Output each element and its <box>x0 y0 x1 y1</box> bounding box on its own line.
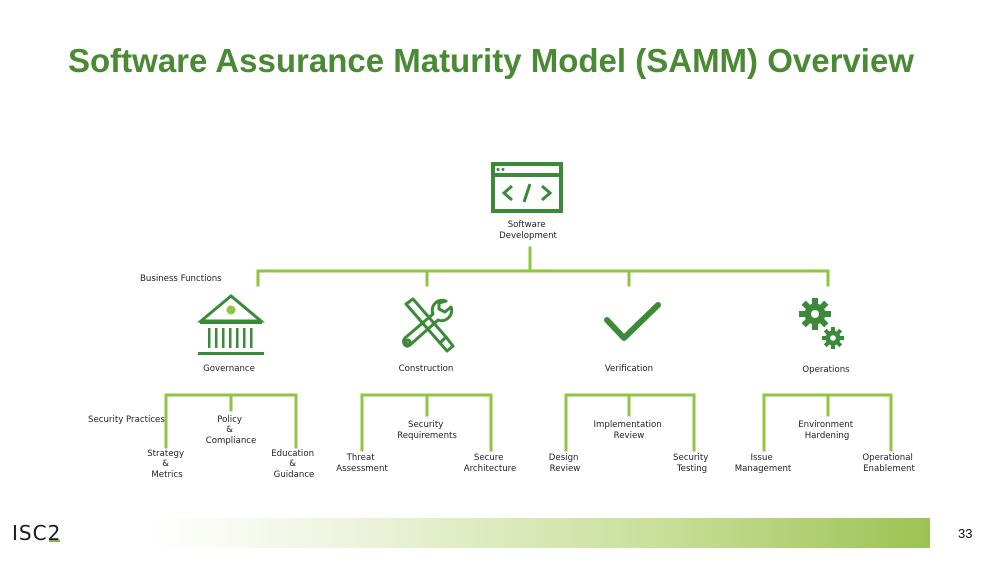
practice-label-line: Guidance <box>274 470 315 480</box>
practice-implementation-review: Implementation Review <box>594 420 665 441</box>
wrench-screwdriver-icon <box>402 297 455 353</box>
gears-icon <box>799 298 844 349</box>
function-label-verification: Verification <box>605 364 653 374</box>
checkmark-icon <box>604 302 661 341</box>
practice-label-line: Security <box>408 420 443 430</box>
bank-building-icon <box>196 294 266 355</box>
practice-strategy-metrics: Strategy & Metrics <box>147 449 187 480</box>
practice-label-line: Review <box>614 431 645 441</box>
function-label-operations: Operations <box>802 365 850 375</box>
practice-label-line: Compliance <box>206 436 257 446</box>
page-title: Software Assurance Maturity Model (SAMM)… <box>68 42 914 79</box>
practice-label-line: Testing <box>676 464 707 474</box>
practice-education-guidance: Education & Guidance <box>271 449 317 480</box>
practice-operational-enablement: Operational Enablement <box>862 453 915 474</box>
logo-text-number: 2 <box>47 521 62 545</box>
practice-label-line: Design <box>549 453 579 463</box>
root-label: Software Development <box>499 220 557 241</box>
business-functions-label: Business Functions <box>140 274 222 284</box>
practice-label-line: Threat <box>346 453 376 463</box>
function-label-construction: Construction <box>399 364 454 374</box>
isc2-logo: ISC2 <box>12 521 61 545</box>
practice-label-line: Operational <box>862 453 912 463</box>
diagram-labels: Software Development Business Functions … <box>88 220 916 480</box>
practice-design-review: Design Review <box>549 453 581 474</box>
page-number: 33 <box>958 526 973 541</box>
practice-label-line: Education <box>271 449 314 459</box>
practice-label-line: Architecture <box>464 464 517 474</box>
practice-label-line: Requirements <box>397 431 457 441</box>
practice-label-line: Environment <box>798 420 854 430</box>
root-label-line: Development <box>499 231 557 241</box>
practice-label-line: & <box>226 425 233 435</box>
code-window-icon <box>491 162 563 213</box>
practice-label-line: Issue <box>751 453 773 463</box>
logo-text: ISC <box>12 521 48 545</box>
practice-label-line: Hardening <box>805 431 850 441</box>
connector-lines <box>164 246 893 452</box>
practice-label-line: Policy <box>217 415 242 425</box>
root-label-line: Software <box>508 220 546 230</box>
practice-policy-compliance: Policy & Compliance <box>206 415 257 446</box>
practice-label-line: Security <box>673 453 708 463</box>
practice-secure-architecture: Secure Architecture <box>464 453 517 474</box>
practice-label-line: Secure <box>474 453 504 463</box>
footer-gradient-bar <box>150 518 930 548</box>
practice-label-line: Review <box>550 464 581 474</box>
practice-label-line: Assessment <box>336 464 388 474</box>
function-label-governance: Governance <box>203 364 255 374</box>
practice-label-line: & <box>289 459 296 469</box>
practice-label-line: & <box>162 459 169 469</box>
practice-label-line: Management <box>735 464 792 474</box>
practice-label-line: Strategy <box>147 449 184 459</box>
practice-security-testing: Security Testing <box>673 453 711 474</box>
security-practices-label: Security Practices <box>88 415 165 425</box>
practice-security-requirements: Security Requirements <box>397 420 457 441</box>
practice-environment-hardening: Environment Hardening <box>798 420 856 441</box>
practice-threat-assessment: Threat Assessment <box>336 453 388 474</box>
practice-label-line: Implementation <box>594 420 662 430</box>
practice-issue-management: Issue Management <box>735 453 792 474</box>
practice-label-line: Enablement <box>863 464 915 474</box>
practice-label-line: Metrics <box>151 470 183 480</box>
